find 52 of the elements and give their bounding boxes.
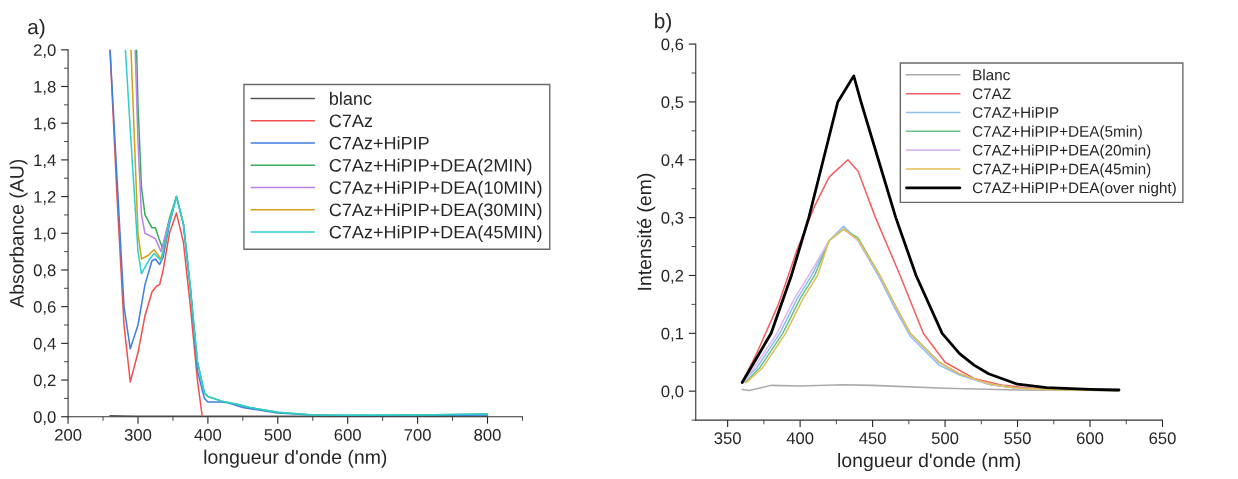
chart-title: b)	[655, 13, 671, 33]
y-tick-label: 2,0	[33, 44, 56, 58]
x-tick-label: 300	[124, 428, 152, 441]
x-tick-label: 500	[264, 428, 292, 441]
y-tick-label: 1,4	[34, 154, 56, 169]
legend-label: Blanc	[973, 69, 1010, 81]
legend-label: C7AZ+HiPIP+DEA(5min)	[972, 125, 1142, 140]
x-tick-label: 450	[859, 432, 886, 445]
y-tick-label: 0,8	[33, 264, 56, 279]
x-tick-label: 200	[55, 428, 82, 441]
legend-label: C7AZ+HiPIP	[972, 106, 1059, 118]
y-tick-label: 0,1	[661, 327, 684, 342]
x-tick-label: 500	[931, 432, 959, 445]
y-tick-label: 1,6	[34, 117, 56, 132]
x-tick-label: 650	[1149, 432, 1176, 445]
y-axis-title: Absorbance (AU)	[9, 159, 28, 308]
y-tick-label: 0,2	[33, 374, 56, 389]
x-tick-label: 800	[474, 428, 501, 441]
legend-label: C7Az+HiPIP+DEA(30MIN)	[329, 202, 542, 220]
y-axis-title: Intensité (em)	[636, 173, 656, 290]
y-tick-label: 1,0	[34, 227, 56, 242]
x-tick-label: 600	[334, 428, 361, 441]
y-tick-label: 1,8	[34, 80, 56, 95]
y-tick-label: 0,6	[33, 301, 56, 315]
legend-label: C7AZ+HiPIP+DEA(over night)	[972, 182, 1176, 197]
x-tick-label: 350	[714, 432, 741, 445]
legend-label: C7AZ	[972, 88, 1011, 100]
x-tick-label: 550	[1004, 432, 1031, 445]
chart-title: a)	[28, 19, 45, 39]
legend-label: C7Az+HiPIP+DEA(10MIN)	[329, 180, 542, 198]
y-tick-label: 0,4	[661, 154, 684, 168]
y-tick-label: 0,2	[661, 269, 684, 284]
legend-label: C7Az+HiPIP	[329, 136, 429, 150]
y-tick-label: 0,0	[661, 385, 684, 400]
x-tick-label: 400	[194, 428, 222, 441]
x-tick-label: 600	[1076, 432, 1104, 445]
y-tick-label: 0,5	[661, 96, 684, 111]
legend-label: C7Az+HiPIP+DEA(2MIN)	[329, 158, 532, 176]
legend-label: C7AZ+HiPIP+DEA(20min)	[972, 144, 1151, 159]
x-axis-title: longueur d'onde (nm)	[204, 449, 387, 468]
y-tick-label: 0,4	[33, 337, 56, 352]
legend-label: blanc	[329, 91, 372, 106]
x-axis-title: longueur d'onde (nm)	[838, 452, 1021, 472]
x-tick-label: 400	[786, 432, 814, 445]
y-tick-label: 0,0	[33, 411, 56, 425]
x-tick-label: 700	[404, 428, 431, 441]
y-tick-label: 0,6	[661, 38, 684, 53]
legend-label: C7AZ+HiPIP+DEA(45min)	[972, 163, 1151, 178]
y-tick-label: 0,3	[661, 212, 684, 226]
legend-label: C7Az	[329, 114, 373, 128]
y-tick-label: 1,2	[34, 190, 56, 205]
legend-label: C7Az+HiPIP+DEA(45MIN)	[329, 225, 542, 243]
